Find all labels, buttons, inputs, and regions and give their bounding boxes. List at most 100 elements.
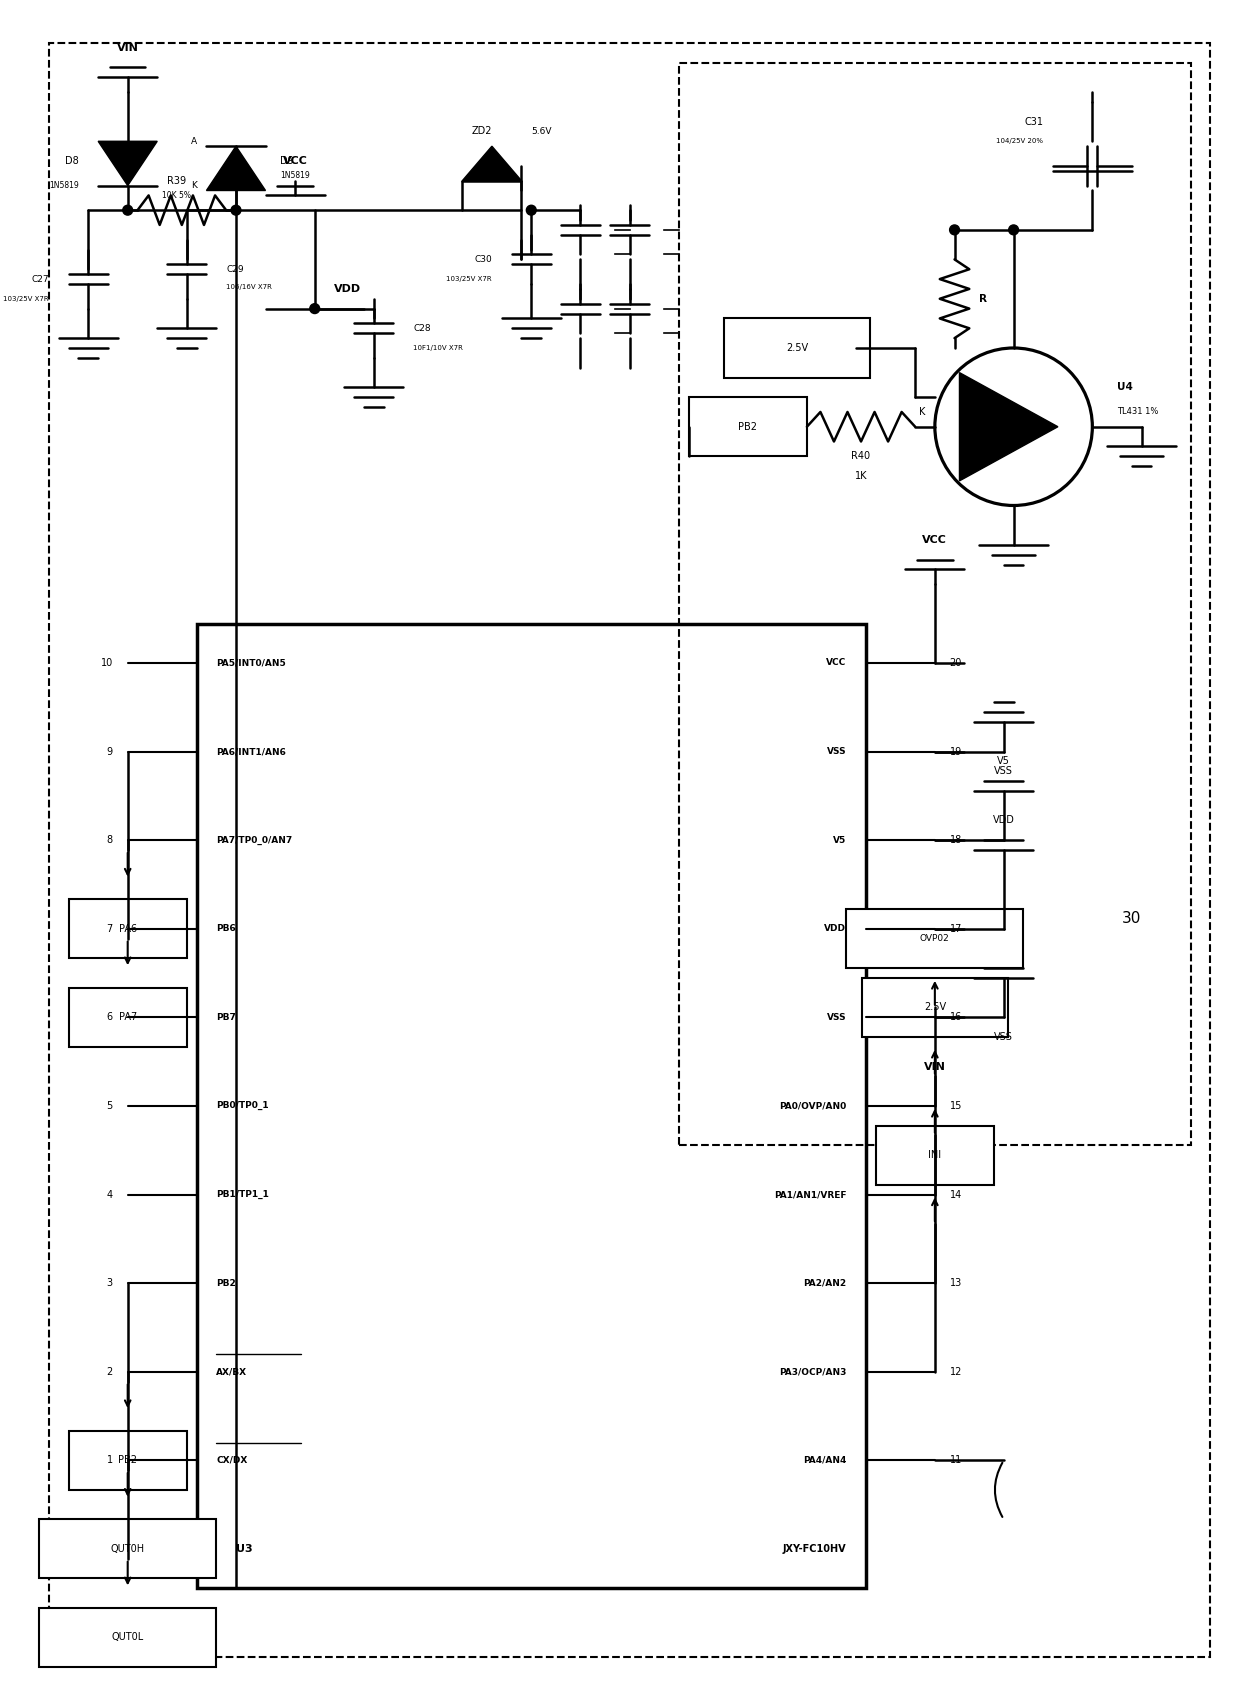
- Text: CX/DX: CX/DX: [216, 1455, 248, 1465]
- Text: 15: 15: [950, 1102, 962, 1110]
- Text: 20: 20: [950, 658, 962, 668]
- Text: PA1/AN1/VREF: PA1/AN1/VREF: [774, 1190, 846, 1198]
- Text: PB2: PB2: [118, 1455, 138, 1465]
- Text: QUT0L: QUT0L: [112, 1632, 144, 1642]
- Text: C28: C28: [413, 323, 430, 333]
- Text: AX/BX: AX/BX: [216, 1367, 248, 1377]
- Text: PB0/TP0_1: PB0/TP0_1: [216, 1102, 269, 1110]
- Text: TL431 1%: TL431 1%: [1117, 408, 1158, 416]
- Text: JXY-FC10HV: JXY-FC10HV: [782, 1544, 846, 1554]
- Text: VCC: VCC: [283, 156, 308, 167]
- Circle shape: [950, 224, 960, 235]
- Text: D8: D8: [64, 156, 78, 167]
- Text: VIN: VIN: [924, 1061, 946, 1071]
- Bar: [862, 977, 1008, 1037]
- Polygon shape: [960, 372, 1058, 481]
- Circle shape: [231, 206, 241, 216]
- Text: D9: D9: [280, 156, 294, 167]
- Text: 9: 9: [107, 746, 113, 756]
- Bar: [40, 1608, 216, 1668]
- Text: PA6/INT1/AN6: PA6/INT1/AN6: [216, 746, 286, 756]
- Text: 1N5819: 1N5819: [280, 172, 310, 180]
- Text: VSS: VSS: [827, 746, 846, 756]
- Text: 19: 19: [950, 746, 962, 756]
- Text: K: K: [191, 182, 197, 190]
- Text: 10: 10: [100, 658, 113, 668]
- Text: VDD: VDD: [825, 925, 846, 933]
- Text: PA4/AN4: PA4/AN4: [802, 1455, 846, 1465]
- Text: VSS: VSS: [994, 767, 1013, 777]
- Text: VCC: VCC: [923, 536, 947, 546]
- Bar: [68, 1431, 187, 1489]
- Text: A: A: [191, 136, 197, 146]
- Text: 1N5819: 1N5819: [48, 182, 78, 190]
- Text: U4: U4: [1117, 382, 1133, 393]
- Text: 1K: 1K: [854, 471, 867, 481]
- Text: PB1/TP1_1: PB1/TP1_1: [216, 1190, 269, 1198]
- Text: 13: 13: [950, 1278, 962, 1289]
- Text: U3: U3: [236, 1544, 253, 1554]
- Bar: [197, 624, 866, 1588]
- Bar: [724, 318, 870, 377]
- Circle shape: [526, 206, 536, 216]
- Bar: [680, 63, 1190, 1146]
- Text: R39: R39: [167, 175, 186, 185]
- Bar: [68, 899, 187, 959]
- Text: VDD: VDD: [993, 816, 1014, 826]
- Text: R40: R40: [852, 450, 870, 461]
- Text: R: R: [980, 294, 987, 304]
- Text: 103/25V X7R: 103/25V X7R: [446, 275, 492, 282]
- Text: OVP02: OVP02: [920, 933, 950, 944]
- Polygon shape: [463, 146, 522, 180]
- Circle shape: [1008, 224, 1018, 235]
- Text: PA7: PA7: [119, 1012, 136, 1022]
- Text: V5: V5: [833, 836, 846, 845]
- Text: 104/25V 20%: 104/25V 20%: [996, 138, 1043, 145]
- Text: C30: C30: [474, 255, 492, 264]
- Text: 106/16V X7R: 106/16V X7R: [226, 284, 272, 291]
- Text: VIN: VIN: [117, 42, 139, 53]
- Text: 14: 14: [950, 1190, 962, 1200]
- Text: C31: C31: [1024, 117, 1043, 126]
- Circle shape: [310, 304, 320, 313]
- Text: C27: C27: [31, 275, 48, 284]
- Bar: [875, 1125, 994, 1185]
- Text: QUT0H: QUT0H: [110, 1544, 145, 1554]
- Text: PA7/TP0_0/AN7: PA7/TP0_0/AN7: [216, 836, 293, 845]
- Text: 7: 7: [107, 923, 113, 933]
- Text: PB2: PB2: [216, 1278, 236, 1287]
- Text: 1: 1: [107, 1455, 113, 1465]
- Bar: [688, 398, 807, 456]
- Text: VSS: VSS: [827, 1013, 846, 1022]
- Text: VDD: VDD: [335, 284, 362, 294]
- Text: PA2/AN2: PA2/AN2: [804, 1278, 846, 1287]
- Text: 103/25V X7R: 103/25V X7R: [4, 296, 48, 303]
- Polygon shape: [98, 141, 157, 185]
- Text: 30: 30: [1122, 911, 1141, 927]
- Text: 10K 5%: 10K 5%: [162, 190, 191, 201]
- Text: 2: 2: [107, 1367, 113, 1377]
- Text: 12: 12: [950, 1367, 962, 1377]
- Text: VSS: VSS: [994, 1032, 1013, 1042]
- Text: PA3/OCP/AN3: PA3/OCP/AN3: [779, 1367, 846, 1377]
- Text: 8: 8: [107, 835, 113, 845]
- Text: PA6: PA6: [119, 923, 136, 933]
- Bar: [846, 910, 1023, 967]
- Text: C29: C29: [226, 265, 244, 274]
- Bar: [40, 1520, 216, 1578]
- Bar: [68, 988, 187, 1047]
- Text: K: K: [919, 406, 925, 416]
- Circle shape: [123, 206, 133, 216]
- Text: 5: 5: [107, 1102, 113, 1110]
- Text: 10F1/10V X7R: 10F1/10V X7R: [413, 345, 463, 350]
- Text: V5: V5: [997, 756, 1011, 767]
- Text: 5.6V: 5.6V: [531, 128, 552, 136]
- Text: 18: 18: [950, 835, 962, 845]
- Text: PB6: PB6: [216, 925, 236, 933]
- Text: PA0/OVP/AN0: PA0/OVP/AN0: [779, 1102, 846, 1110]
- Text: 2.5V: 2.5V: [786, 343, 808, 354]
- Text: 17: 17: [950, 923, 962, 933]
- Text: 3: 3: [107, 1278, 113, 1289]
- Text: 2.5V: 2.5V: [924, 1003, 946, 1013]
- Text: 16: 16: [950, 1012, 962, 1022]
